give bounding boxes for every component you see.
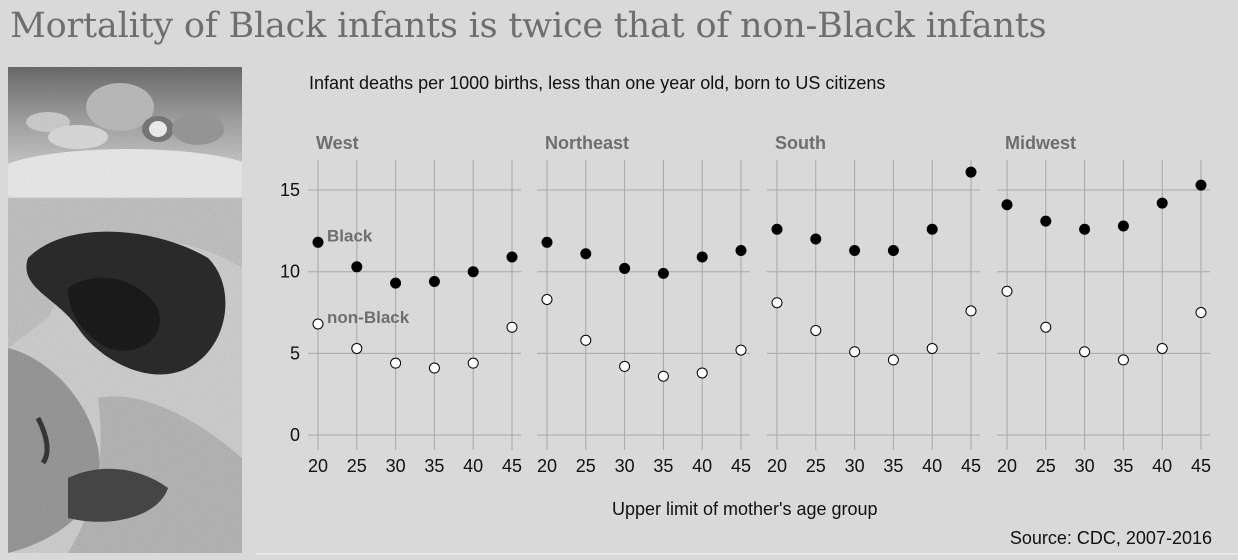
point-black — [1156, 197, 1168, 209]
x-tick-label: 25 — [576, 456, 596, 476]
point-nonblack — [506, 321, 518, 333]
point-nonblack — [1156, 342, 1168, 354]
point-nonblack — [467, 357, 479, 369]
point-nonblack — [657, 370, 669, 382]
point-black — [849, 244, 861, 256]
point-black — [810, 233, 822, 245]
point-nonblack — [849, 346, 861, 358]
x-tick-label: 40 — [463, 456, 483, 476]
x-tick-label: 25 — [1036, 456, 1056, 476]
x-tick-label: 35 — [1113, 456, 1133, 476]
point-nonblack — [541, 293, 553, 305]
x-tick-label: 20 — [997, 456, 1017, 476]
point-black — [657, 267, 669, 279]
point-black — [580, 248, 592, 260]
point-nonblack — [428, 362, 440, 374]
panel-title-west: West — [316, 133, 359, 153]
point-nonblack — [887, 354, 899, 366]
x-tick-label: 30 — [845, 456, 865, 476]
x-tick-label: 20 — [537, 456, 557, 476]
point-black — [506, 251, 518, 263]
point-black — [1001, 199, 1013, 211]
point-nonblack — [312, 318, 324, 330]
x-tick-label: 35 — [424, 456, 444, 476]
point-nonblack — [1040, 321, 1052, 333]
point-black — [1117, 220, 1129, 232]
x-tick-label: 40 — [1152, 456, 1172, 476]
point-black — [619, 262, 631, 274]
x-tick-label: 40 — [922, 456, 942, 476]
panel-title-midwest: Midwest — [1005, 133, 1076, 153]
x-tick-label: 25 — [347, 456, 367, 476]
point-nonblack — [390, 357, 402, 369]
x-tick-label: 20 — [767, 456, 787, 476]
photo-infant-feet — [8, 67, 242, 197]
point-black — [771, 223, 783, 235]
point-black — [428, 275, 440, 287]
x-tick-label: 30 — [1075, 456, 1095, 476]
point-nonblack — [771, 297, 783, 309]
series-label-black: Black — [327, 226, 373, 245]
point-nonblack — [619, 360, 631, 372]
x-tick-label: 30 — [386, 456, 406, 476]
point-black — [696, 251, 708, 263]
point-nonblack — [735, 344, 747, 356]
point-nonblack — [810, 324, 822, 336]
bottom-divider — [256, 553, 1238, 555]
series-label-nonblack: non-Black — [327, 308, 410, 327]
y-tick-label: 0 — [290, 425, 300, 445]
x-tick-label: 20 — [308, 456, 328, 476]
point-black — [926, 223, 938, 235]
point-nonblack — [580, 334, 592, 346]
point-nonblack — [1001, 285, 1013, 297]
x-tick-label: 25 — [806, 456, 826, 476]
photo-grieving-woman — [8, 198, 242, 553]
panel-title-south: South — [775, 133, 826, 153]
point-nonblack — [351, 342, 363, 354]
point-black — [965, 166, 977, 178]
x-axis-label: Upper limit of mother's age group — [612, 499, 878, 519]
x-tick-label: 45 — [731, 456, 751, 476]
y-tick-label: 10 — [280, 262, 300, 282]
x-tick-label: 45 — [1191, 456, 1211, 476]
point-black — [390, 277, 402, 289]
point-nonblack — [1117, 354, 1129, 366]
point-black — [312, 236, 324, 248]
point-black — [1079, 223, 1091, 235]
x-tick-label: 35 — [653, 456, 673, 476]
point-black — [467, 266, 479, 278]
x-tick-label: 35 — [883, 456, 903, 476]
point-black — [735, 244, 747, 256]
source-note: Source: CDC, 2007-2016 — [1009, 528, 1212, 548]
panel-title-northeast: Northeast — [545, 133, 629, 153]
x-tick-label: 45 — [961, 456, 981, 476]
point-black — [351, 261, 363, 273]
point-nonblack — [926, 342, 938, 354]
chart-subtitle: Infant deaths per 1000 births, less than… — [309, 73, 886, 93]
x-tick-label: 40 — [692, 456, 712, 476]
point-black — [541, 236, 553, 248]
point-nonblack — [1079, 346, 1091, 358]
x-tick-label: 45 — [502, 456, 522, 476]
point-nonblack — [696, 367, 708, 379]
point-nonblack — [1195, 307, 1207, 319]
x-tick-label: 30 — [615, 456, 635, 476]
point-nonblack — [965, 305, 977, 317]
point-black — [1195, 179, 1207, 191]
y-tick-label: 15 — [280, 180, 300, 200]
chart-title: Mortality of Black infants is twice that… — [10, 6, 1047, 46]
y-tick-label: 5 — [290, 343, 300, 363]
point-black — [1040, 215, 1052, 227]
point-black — [887, 244, 899, 256]
